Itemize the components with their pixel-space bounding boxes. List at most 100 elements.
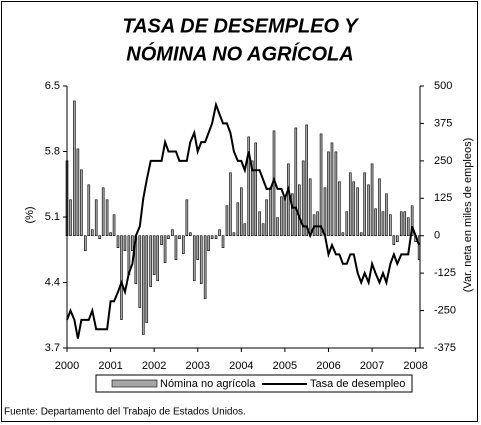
bar [203,235,207,299]
bar [312,214,316,237]
bar [265,199,268,237]
x-tick-label: 2003 [185,360,209,372]
bar [381,211,385,237]
bar [378,178,381,237]
bar [250,160,254,237]
bar [330,142,334,237]
y-axis-title: (%) [24,206,36,223]
bar [98,235,101,240]
bar [287,163,290,237]
y-tick-label: 3.7 [45,342,60,354]
y-tick-label: 5.8 [45,145,60,157]
y2-tick-label: 250 [434,155,452,167]
bar [232,232,236,237]
bar [410,205,414,237]
bar [389,214,392,237]
legend-swatch [111,379,158,388]
bar [149,235,152,287]
bar [363,172,366,237]
bar [174,235,178,260]
bar [120,235,123,320]
bar [385,193,388,237]
bar [210,235,214,240]
bar [283,196,287,237]
bar [101,187,105,237]
x-tick-label: 2006 [316,360,340,372]
x-tick-label: 2005 [273,360,297,372]
bar [359,232,363,237]
bar [196,235,200,260]
bar [80,169,83,237]
bar [305,124,308,237]
legend-box [95,374,413,393]
bar [105,199,109,237]
bar [156,235,159,281]
y2-tick-label: -375 [434,342,456,354]
bar [348,172,352,237]
bar [323,187,327,237]
x-tick-label: 2002 [142,360,166,372]
x-tick-label: 2001 [98,360,122,372]
y2-tick-label: -125 [434,267,456,279]
bar [167,235,170,240]
bar [367,184,370,237]
bar [182,235,185,254]
bar [276,217,279,237]
bar [240,187,243,237]
bar [123,235,127,251]
bar [334,151,338,237]
bar [218,229,221,237]
bar [112,214,116,237]
chart-title: TASA DE DESEMPLEO Y [122,15,359,37]
bar [236,202,240,237]
bar [131,235,134,251]
source-note: Fuente: Departamento del Trabajo de Esta… [4,407,246,418]
bar [152,235,156,275]
bar [171,229,174,237]
y2-tick-label: 375 [434,117,452,129]
bar [280,196,283,237]
bar [189,232,192,237]
bar [163,235,167,263]
bar [374,208,377,237]
bar [116,235,120,248]
bar [356,187,359,237]
y2-tick-label: -250 [434,304,456,316]
x-tick-label: 2008 [403,360,427,372]
bar [396,235,399,243]
bar [247,136,251,237]
bar [185,199,189,237]
y2-axis-title: (Var. neta en miles de empleos) [462,138,474,292]
legend-label: Tasa de desempleo [310,378,405,390]
bar [403,211,407,237]
bar [319,133,323,237]
bar [69,199,72,237]
y2-tick-label: 0 [434,230,440,242]
y-tick-label: 5.1 [45,211,60,223]
x-tick-label: 2004 [229,360,253,372]
bar [345,211,349,237]
bar [399,211,403,237]
bar [308,178,312,237]
bar [141,235,145,335]
bar [160,235,163,245]
bar [192,235,196,281]
bar [90,229,94,237]
bar [199,235,203,284]
bar [73,100,76,237]
bar [316,211,319,237]
bar [338,181,341,237]
bar [341,232,345,237]
bar [352,181,356,237]
x-tick-label: 2007 [360,360,384,372]
bar [258,211,261,237]
bar [406,217,410,237]
bar [291,193,294,237]
y-tick-label: 4.4 [45,276,60,288]
bar [214,235,218,240]
bar [229,172,232,237]
bar [294,127,298,237]
bar [145,235,149,323]
bar [261,223,265,237]
